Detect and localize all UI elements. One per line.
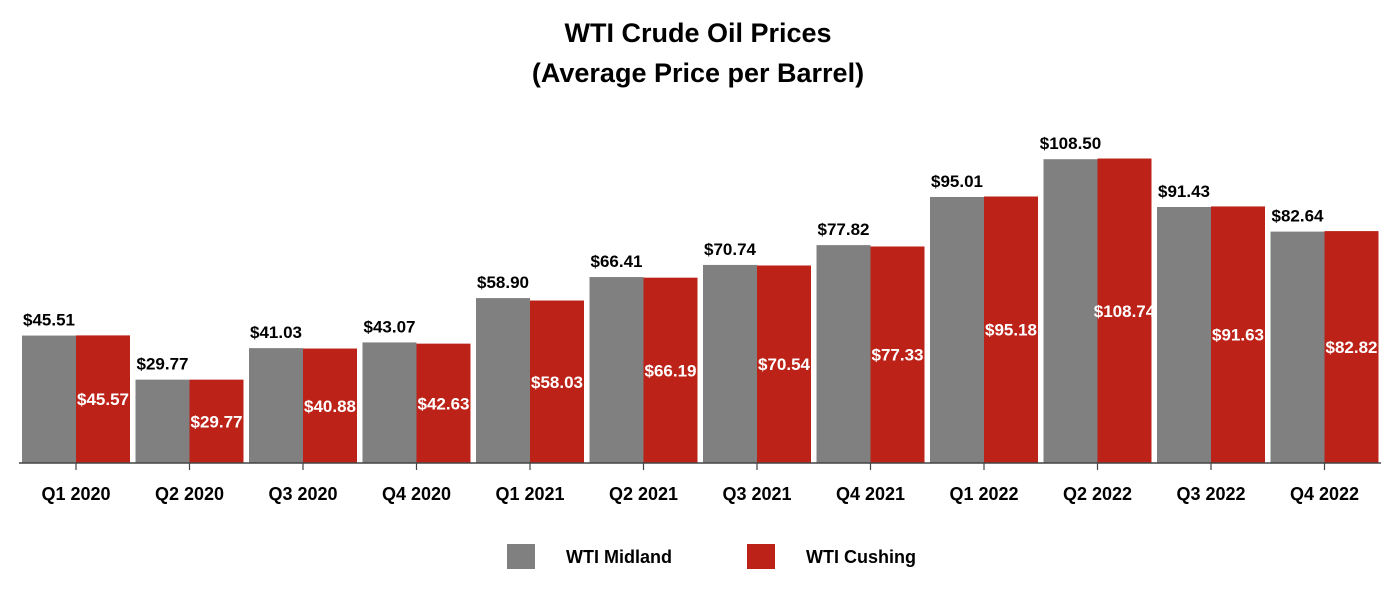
value-label-cushing-10: $108.74 — [1094, 302, 1156, 321]
value-label-midland-5: $58.90 — [477, 273, 529, 292]
x-tick-label-5: Q1 2021 — [495, 484, 564, 504]
bar-cushing-11 — [1211, 206, 1265, 463]
bar-midland-9 — [930, 196, 984, 464]
bar-midland-4 — [362, 342, 417, 463]
chart-title: WTI Crude Oil Prices — [564, 18, 831, 48]
bar-cushing-10 — [1097, 158, 1152, 463]
bar-midland-6 — [589, 277, 644, 463]
x-tick-label-7: Q3 2021 — [722, 484, 791, 504]
value-label-midland-7: $70.74 — [704, 240, 757, 259]
x-axis-ticks: Q1 2020 Q2 2020 Q3 2020 Q4 2020 Q1 2021 Q2 20… — [41, 463, 1359, 504]
value-label-cushing-3: $40.88 — [304, 397, 356, 416]
bar-midland-11 — [1157, 206, 1211, 463]
bars-group — [22, 158, 1379, 464]
bar-midland-5 — [476, 298, 530, 463]
x-tick-label-4: Q4 2020 — [382, 484, 451, 504]
bar-midland-12 — [1270, 231, 1325, 463]
bar-midland-2 — [135, 379, 190, 463]
bar-cushing-8 — [870, 246, 925, 463]
bar-cushing-1 — [76, 335, 130, 463]
x-tick-label-3: Q3 2020 — [268, 484, 337, 504]
value-label-cushing-12: $82.82 — [1326, 338, 1378, 357]
value-label-midland-1: $45.51 — [23, 311, 75, 330]
x-tick-label-10: Q2 2022 — [1063, 484, 1132, 504]
value-label-midland-8: $77.82 — [818, 220, 870, 239]
value-label-cushing-6: $66.19 — [645, 361, 697, 380]
bar-cushing-3 — [303, 348, 357, 463]
value-label-midland-4: $43.07 — [364, 317, 416, 336]
bar-cushing-2 — [189, 379, 244, 463]
value-label-cushing-2: $29.77 — [191, 412, 243, 431]
value-label-cushing-8: $77.33 — [872, 346, 924, 365]
value-label-cushing-5: $58.03 — [531, 373, 583, 392]
value-label-cushing-11: $91.63 — [1212, 326, 1264, 345]
bar-cushing-6 — [643, 277, 698, 463]
bar-cushing-4 — [416, 343, 471, 463]
value-label-midland-3: $41.03 — [250, 323, 302, 342]
x-tick-label-8: Q4 2021 — [836, 484, 905, 504]
bar-midland-10 — [1043, 159, 1098, 463]
legend-swatch-midland — [507, 544, 535, 569]
value-label-cushing-7: $70.54 — [758, 355, 811, 374]
x-tick-label-9: Q1 2022 — [949, 484, 1018, 504]
bar-midland-8 — [816, 245, 871, 463]
x-tick-label-11: Q3 2022 — [1176, 484, 1245, 504]
x-tick-label-6: Q2 2021 — [609, 484, 678, 504]
x-tick-label-12: Q4 2022 — [1290, 484, 1359, 504]
chart-subtitle: (Average Price per Barrel) — [532, 58, 864, 88]
legend-swatch-cushing — [747, 544, 775, 569]
value-labels-group: $45.51 $45.57 $29.77 $29.77 $41.03 $40.88 $43.… — [23, 134, 1378, 431]
value-label-midland-6: $66.41 — [591, 252, 643, 271]
value-label-midland-11: $91.43 — [1158, 182, 1210, 201]
value-label-midland-12: $82.64 — [1272, 207, 1325, 226]
bar-midland-1 — [22, 335, 76, 463]
x-tick-label-2: Q2 2020 — [155, 484, 224, 504]
bar-cushing-12 — [1324, 231, 1379, 463]
bar-midland-3 — [249, 348, 303, 463]
bar-cushing-5 — [530, 300, 584, 463]
value-label-midland-10: $108.50 — [1040, 134, 1101, 153]
bar-cushing-9 — [984, 196, 1038, 463]
x-tick-label-1: Q1 2020 — [41, 484, 110, 504]
bar-cushing-7 — [757, 265, 811, 463]
legend: WTI Midland WTI Cushing — [507, 544, 916, 569]
value-label-cushing-4: $42.63 — [418, 394, 470, 413]
value-label-cushing-9: $95.18 — [985, 321, 1037, 340]
value-label-cushing-1: $45.57 — [77, 390, 129, 409]
bar-midland-7 — [703, 264, 757, 463]
value-label-midland-2: $29.77 — [137, 355, 189, 374]
legend-label-cushing: WTI Cushing — [806, 547, 916, 567]
legend-label-midland: WTI Midland — [566, 547, 672, 567]
value-label-midland-9: $95.01 — [931, 172, 983, 191]
